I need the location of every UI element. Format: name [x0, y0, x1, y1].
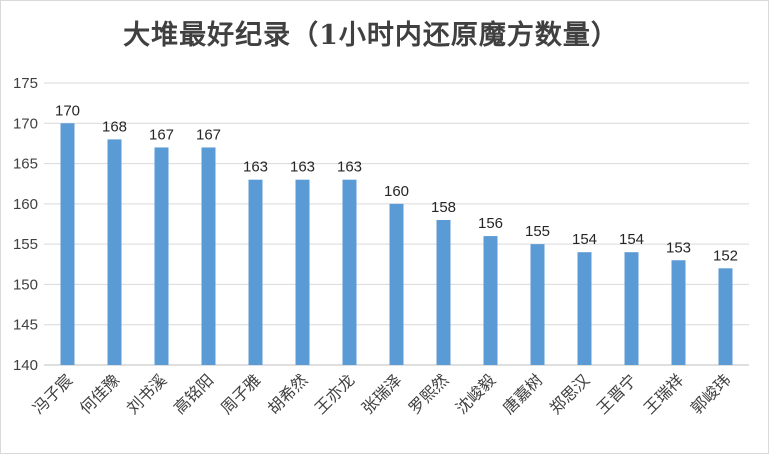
data-label: 167: [149, 126, 174, 143]
data-label: 168: [102, 118, 127, 135]
category-label: 王亦龙: [311, 370, 358, 417]
y-tick-label: 145: [13, 317, 38, 334]
bar: [342, 179, 357, 365]
y-tick-label: 155: [13, 236, 38, 253]
data-label: 155: [525, 223, 550, 240]
category-label: 沈峻毅: [452, 370, 499, 417]
y-tick-label: 175: [13, 75, 38, 92]
category-label: 郑思汉: [546, 370, 593, 417]
bar: [248, 179, 263, 365]
chart-title: 大堆最好纪录（1小时内还原魔方数量）: [123, 20, 619, 51]
category-label: 冯子宸: [29, 370, 76, 417]
data-label: 163: [290, 159, 315, 176]
y-tick-label: 160: [13, 196, 38, 213]
y-tick-label: 170: [13, 115, 38, 132]
category-label: 王瑞祥: [640, 370, 687, 417]
category-label: 周子雅: [217, 370, 264, 417]
bar: [389, 203, 404, 365]
data-labels: 170 168 167 167 163 163 163 160 158 156 155 154 154 1…: [55, 102, 738, 264]
category-label: 张瑞泽: [358, 370, 405, 417]
data-label: 153: [666, 239, 691, 256]
data-label: 160: [384, 183, 409, 200]
bar: [483, 236, 498, 365]
y-tick-label: 165: [13, 156, 38, 173]
bar: [718, 268, 733, 365]
data-label: 154: [572, 231, 597, 248]
category-label: 胡希然: [264, 370, 311, 417]
bar: [671, 260, 686, 365]
bar: [436, 219, 451, 365]
y-axis-ticks: 140 145 150 155 160 165 170 175: [13, 75, 38, 374]
data-label: 170: [55, 102, 80, 119]
y-tick-label: 140: [13, 357, 38, 374]
data-label: 163: [243, 159, 268, 176]
bar: [107, 139, 122, 365]
data-label: 152: [713, 247, 738, 264]
bar: [154, 147, 169, 365]
bar: [577, 252, 592, 365]
data-label: 154: [619, 231, 644, 248]
bar: [530, 244, 545, 365]
bar: [60, 123, 75, 366]
data-label: 158: [431, 199, 456, 216]
y-tick-label: 150: [13, 276, 38, 293]
category-label: 郭峻玮: [687, 370, 734, 417]
category-label: 刘书溪: [123, 370, 170, 417]
category-label: 高铭阳: [170, 370, 217, 417]
category-label: 王晋宁: [593, 370, 640, 417]
category-label: 何佳豫: [76, 370, 123, 417]
category-labels: 冯子宸 何佳豫 刘书溪 高铭阳 周子雅 胡希然 王亦龙 张瑞泽 罗熙然 沈峻毅 唐嘉树 郑思汉 王晋宁王…: [29, 370, 734, 417]
category-label: 唐嘉树: [499, 370, 546, 417]
category-label: 罗熙然: [405, 370, 452, 417]
bar: [624, 252, 639, 365]
bar: [201, 147, 216, 365]
bars: [60, 123, 733, 366]
data-label: 156: [478, 215, 503, 232]
bar: [295, 179, 310, 365]
data-label: 163: [337, 159, 362, 176]
data-label: 167: [196, 126, 221, 143]
